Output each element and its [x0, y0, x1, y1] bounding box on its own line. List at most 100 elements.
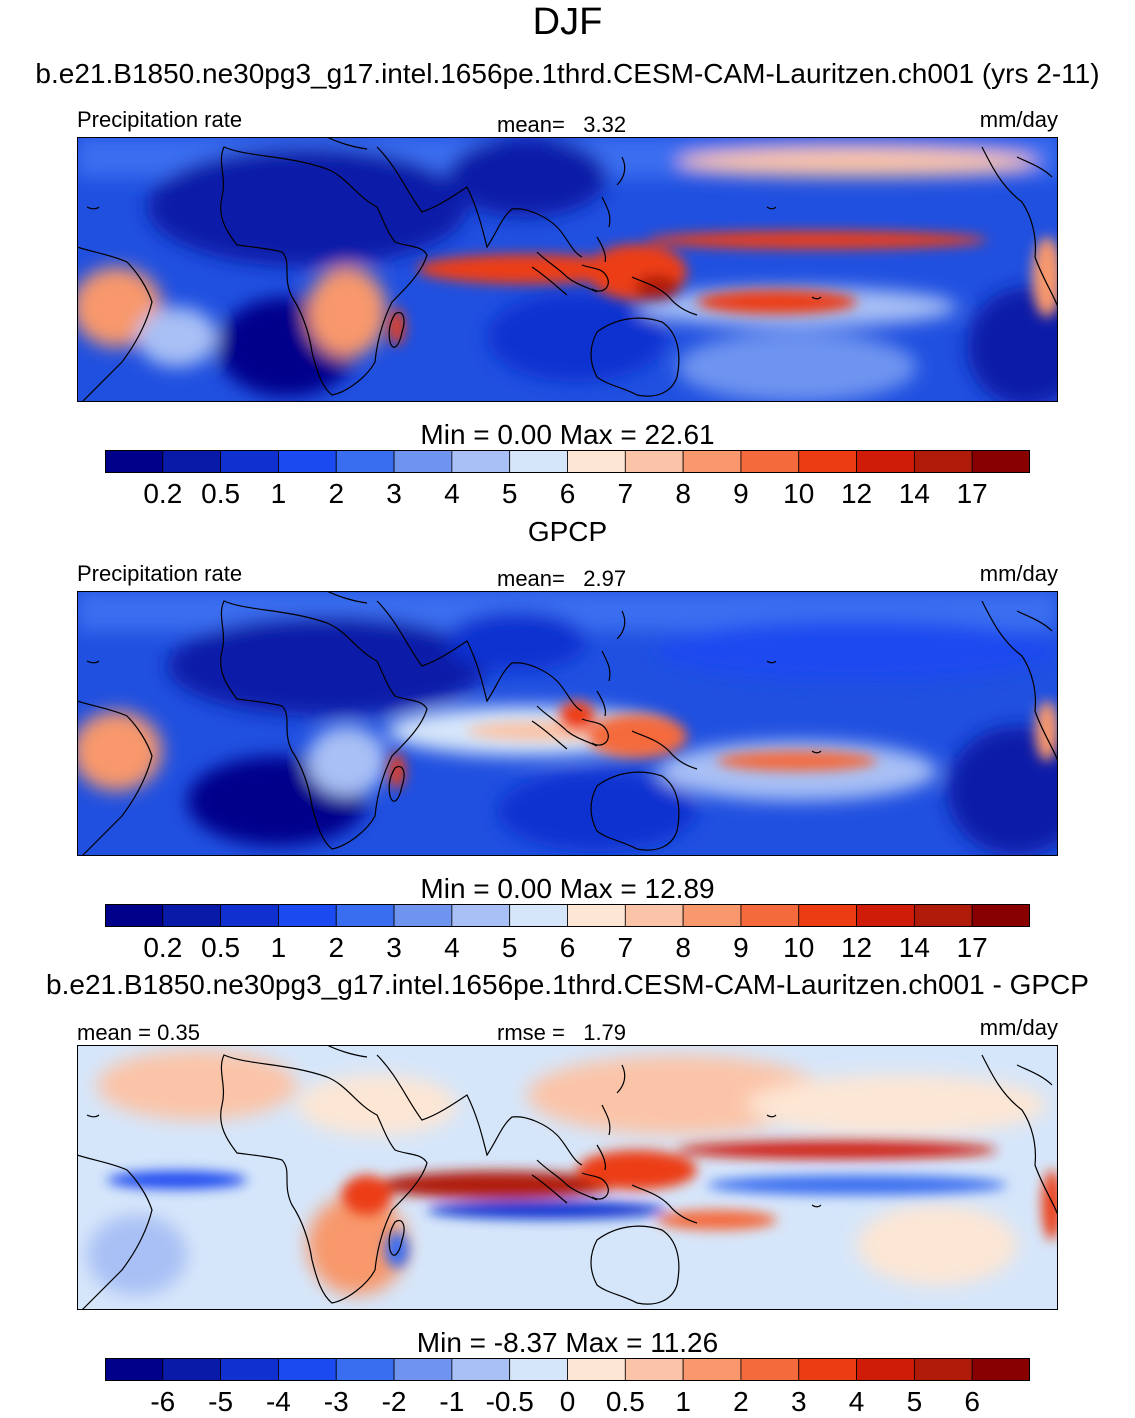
colorbar-tick-label-1-14: 17 [957, 478, 988, 509]
panel-2-map [77, 591, 1058, 856]
colorbar-tick-label-2-14: 17 [957, 932, 988, 963]
colorbar-box-3-10 [682, 1358, 742, 1381]
panel-3-title: b.e21.B1850.ne30pg3_g17.intel.1656pe.1th… [46, 969, 1089, 1000]
colorbar-box-3-1 [162, 1358, 222, 1381]
colorbar-tick-label-2-6: 5 [502, 932, 518, 963]
colorbar-tick-label-3-1: -5 [208, 1386, 233, 1417]
panel-3-map [77, 1045, 1058, 1310]
colorbar-box-1-11 [740, 450, 800, 473]
colorbar-tick-label-2-8: 7 [618, 932, 634, 963]
panel-1-colorbar-boxes [105, 450, 1030, 473]
colorbar-tick-label-3-13: 5 [907, 1386, 923, 1417]
colorbar-box-3-15 [971, 1358, 1030, 1381]
panel-2-colorbar [105, 904, 1030, 927]
colorbar-tick-label-1-12: 12 [841, 478, 872, 509]
panel-3-colorbar [105, 1358, 1030, 1381]
colorbar-box-2-13 [856, 904, 915, 927]
colorbar-box-3-5 [393, 1358, 453, 1381]
colorbar-box-1-6 [451, 450, 511, 473]
colorbar-box-2-1 [162, 904, 222, 927]
colorbar-box-2-2 [220, 904, 279, 927]
colorbar-box-3-0 [105, 1358, 164, 1381]
colorbar-tick-label-2-10: 9 [733, 932, 749, 963]
colorbar-box-1-8 [567, 450, 626, 473]
colorbar-tick-label-1-7: 6 [560, 478, 576, 509]
panel-3-minmax: Min = -8.37 Max = 11.26 [416, 1327, 719, 1358]
panel-1-colorbar [105, 450, 1030, 473]
panel-1-map [77, 137, 1058, 402]
colorbar-box-1-0 [105, 450, 164, 473]
colorbar-tick-label-3-8: 0.5 [606, 1386, 645, 1417]
colorbar-tick-label-2-4: 3 [386, 932, 402, 963]
colorbar-box-3-6 [451, 1358, 511, 1381]
colorbar-tick-label-1-13: 14 [899, 478, 930, 509]
colorbar-box-2-6 [451, 904, 511, 927]
colorbar-box-1-14 [913, 450, 973, 473]
panel-2-colorbar-ticks: 0.2 0.5 1 2 3 4 5 6 7 8 9 10 12 14 17 [143, 932, 988, 963]
season-title: DJF [532, 1, 603, 43]
colorbar-box-1-1 [162, 450, 222, 473]
colorbar-box-3-13 [856, 1358, 915, 1381]
colorbar-box-1-2 [220, 450, 279, 473]
colorbar-tick-label-1-9: 8 [675, 478, 691, 509]
colorbar-box-3-4 [335, 1358, 395, 1381]
colorbar-tick-label-2-9: 8 [675, 932, 691, 963]
colorbar-box-1-3 [278, 450, 337, 473]
colorbar-tick-label-2-7: 6 [560, 932, 576, 963]
panel-1-colorbar-ticks: 0.2 0.5 1 2 3 4 5 6 7 8 9 10 12 14 17 [143, 478, 988, 509]
panel-1-mean-label: mean= 3.32 [497, 112, 626, 138]
panel-2-mean-value: 2.97 [583, 566, 627, 591]
colorbar-tick-label-3-11: 3 [791, 1386, 807, 1417]
panel-3-colorbar-boxes [105, 1358, 1030, 1381]
colorbar-tick-label-2-0: 0.2 [143, 932, 182, 963]
colorbar-box-2-10 [682, 904, 742, 927]
colorbar-tick-label-2-2: 1 [271, 932, 287, 963]
colorbar-box-2-11 [740, 904, 800, 927]
colorbar-box-3-12 [798, 1358, 857, 1381]
panel-2-title: GPCP [527, 516, 608, 547]
colorbar-tick-label-3-10: 2 [733, 1386, 749, 1417]
colorbar-tick-label-3-12: 4 [849, 1386, 865, 1417]
colorbar-tick-label-2-13: 14 [899, 932, 930, 963]
panel-1-mean-value: 3.32 [583, 112, 627, 137]
panel-3-rmse-label: rmse = 1.79 [497, 1020, 626, 1046]
panel-2-variable-label: Precipitation rate [77, 561, 243, 586]
panel-1-units: mm/day [979, 107, 1058, 132]
panel-2-units: mm/day [979, 561, 1058, 586]
colorbar-tick-label-1-0: 0.2 [143, 478, 182, 509]
colorbar-box-2-0 [105, 904, 164, 927]
colorbar-tick-label-2-12: 12 [841, 932, 872, 963]
colorbar-tick-label-1-11: 10 [783, 478, 814, 509]
colorbar-tick-label-1-1: 0.5 [201, 478, 240, 509]
colorbar-box-1-5 [393, 450, 453, 473]
colorbar-box-2-8 [567, 904, 626, 927]
panel-2-minmax: Min = 0.00 Max = 12.89 [420, 873, 715, 904]
colorbar-box-3-11 [740, 1358, 800, 1381]
colorbar-tick-label-1-8: 7 [618, 478, 634, 509]
colorbar-box-2-15 [971, 904, 1030, 927]
colorbar-box-3-8 [567, 1358, 626, 1381]
colorbar-box-1-15 [971, 450, 1030, 473]
colorbar-box-1-13 [856, 450, 915, 473]
colorbar-tick-label-3-14: 6 [964, 1386, 980, 1417]
colorbar-box-1-4 [335, 450, 395, 473]
colorbar-box-2-9 [624, 904, 684, 927]
colorbar-tick-label-2-1: 0.5 [201, 932, 240, 963]
panel-3-mean-label: mean = 0.35 [77, 1020, 200, 1045]
panel-1-mean-key: mean= [497, 112, 565, 137]
colorbar-tick-label-3-0: -6 [150, 1386, 175, 1417]
colorbar-box-1-10 [682, 450, 742, 473]
colorbar-tick-label-3-5: -1 [439, 1386, 464, 1417]
colorbar-tick-label-3-2: -4 [266, 1386, 291, 1417]
colorbar-box-2-3 [278, 904, 337, 927]
colorbar-box-3-14 [913, 1358, 973, 1381]
colorbar-box-3-7 [509, 1358, 568, 1381]
panel-2-mean-label: mean= 2.97 [497, 566, 626, 592]
colorbar-box-1-7 [509, 450, 568, 473]
panel-1-frame [77, 137, 1058, 402]
colorbar-box-1-9 [624, 450, 684, 473]
colorbar-tick-label-2-11: 10 [783, 932, 814, 963]
colorbar-tick-label-1-4: 3 [386, 478, 402, 509]
colorbar-tick-label-3-6: -0.5 [486, 1386, 534, 1417]
colorbar-frame-1 [105, 450, 1030, 473]
